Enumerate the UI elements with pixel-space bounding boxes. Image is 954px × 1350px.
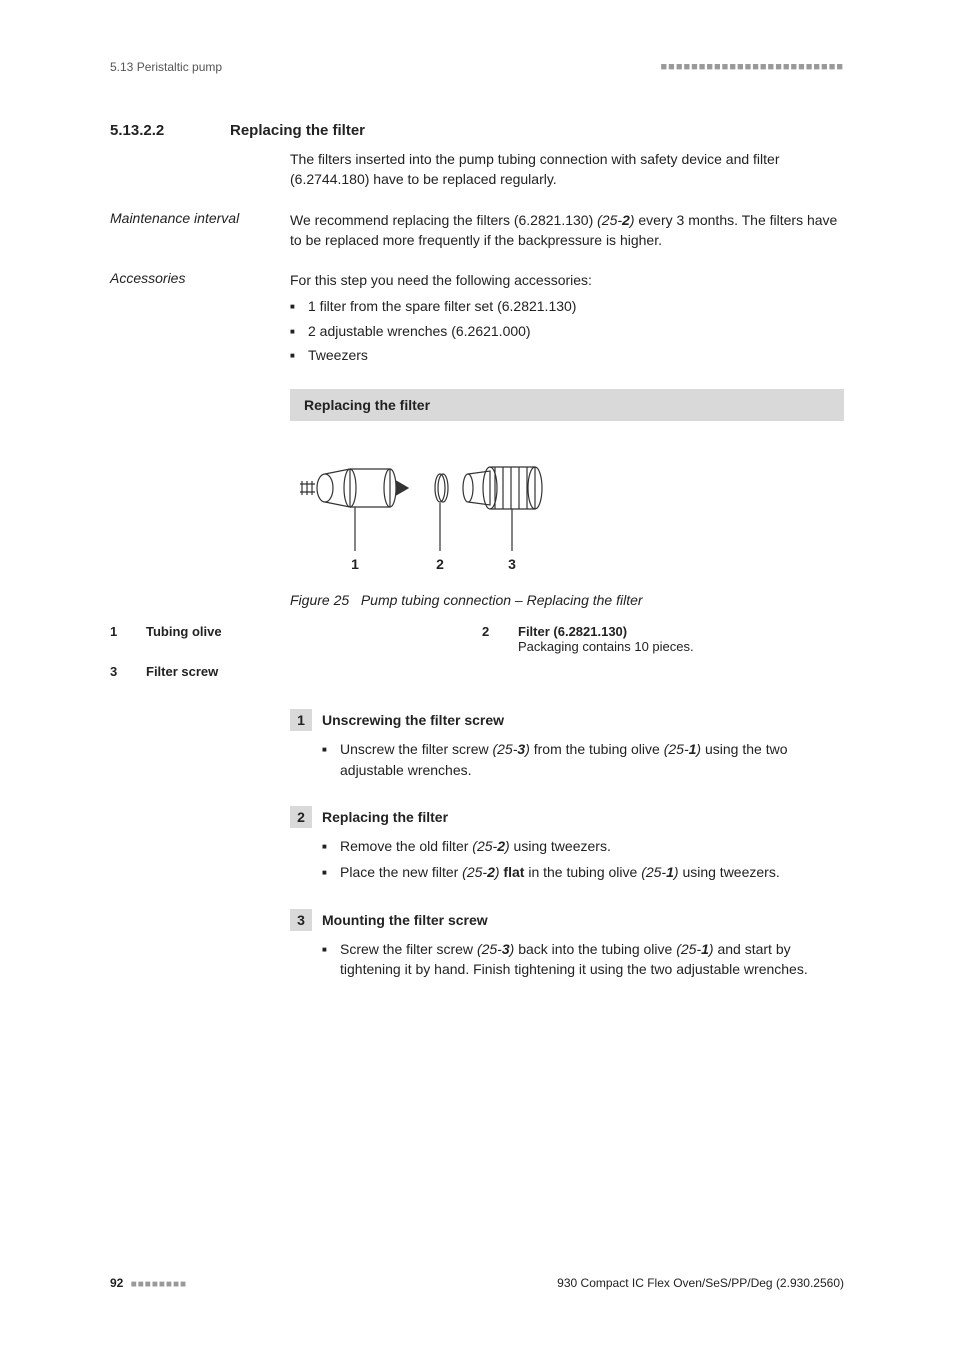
accessories-row: Accessories For this step you need the f…: [110, 270, 844, 369]
step-head: 2 Replacing the filter: [290, 806, 844, 828]
list-item: Place the new filter (25-2) flat in the …: [322, 862, 844, 882]
steps-container: 1 Unscrewing the filter screw Unscrew th…: [290, 709, 844, 979]
legend-subtitle: Packaging contains 10 pieces.: [518, 639, 844, 654]
footer-page-number: 92 ■■■■■■■■: [110, 1276, 187, 1290]
step-badge: 2: [290, 806, 312, 828]
step-1: 1 Unscrewing the filter screw Unscrew th…: [290, 709, 844, 780]
figure-diagram: 1 2 3: [290, 431, 844, 586]
section-number: 5.13.2.2: [110, 122, 230, 139]
intro-paragraph: The filters inserted into the pump tubin…: [290, 149, 844, 190]
legend-title: Filter (6.2821.130): [518, 624, 627, 639]
figure-caption-body: Pump tubing connection – Replacing the f…: [361, 592, 643, 608]
accessories-label: Accessories: [110, 270, 290, 369]
pump-filter-diagram-icon: 1 2 3: [290, 431, 570, 581]
step-3: 3 Mounting the filter screw Screw the fi…: [290, 909, 844, 980]
legend-item: Filter screw: [146, 664, 472, 679]
step-title: Mounting the filter screw: [322, 912, 488, 928]
list-item: Screw the filter screw (25-3) back into …: [322, 939, 844, 980]
section-heading: 5.13.2.2 Replacing the filter: [110, 122, 844, 139]
step-head: 3 Mounting the filter screw: [290, 909, 844, 931]
page-footer: 92 ■■■■■■■■ 930 Compact IC Flex Oven/SeS…: [110, 1276, 844, 1290]
list-item: Tweezers: [290, 345, 844, 365]
legend-num: 2: [482, 624, 508, 654]
step-head: 1 Unscrewing the filter screw: [290, 709, 844, 731]
step-body: Unscrew the filter screw (25-3) from the…: [322, 739, 844, 780]
footer-dots-icon: ■■■■■■■■: [131, 1279, 187, 1290]
svg-text:1: 1: [351, 556, 359, 572]
list-item: Unscrew the filter screw (25-3) from the…: [322, 739, 844, 780]
footer-right: 930 Compact IC Flex Oven/SeS/PP/Deg (2.9…: [557, 1276, 844, 1290]
page-number: 92: [110, 1276, 123, 1290]
svg-text:3: 3: [508, 556, 516, 572]
section-title: Replacing the filter: [230, 122, 365, 139]
step-title: Unscrewing the filter screw: [322, 712, 504, 728]
maintenance-body: We recommend replacing the filters (6.28…: [290, 210, 844, 251]
maint-pre: We recommend replacing the filters (6.28…: [290, 212, 597, 228]
legend-num: 1: [110, 624, 136, 654]
list-item: Remove the old filter (25-2) using tweez…: [322, 836, 844, 856]
maint-refb: 2: [622, 212, 630, 228]
step-badge: 1: [290, 709, 312, 731]
step-badge: 3: [290, 909, 312, 931]
legend-item: Filter (6.2821.130) Packaging contains 1…: [518, 624, 844, 654]
accessories-intro: For this step you need the following acc…: [290, 270, 844, 290]
page-header: 5.13 Peristaltic pump ■■■■■■■■■■■■■■■■■■…: [110, 60, 844, 74]
figure-caption-num: Figure 25: [290, 592, 349, 608]
accessories-list: 1 filter from the spare filter set (6.28…: [290, 296, 844, 365]
header-dots-icon: ■■■■■■■■■■■■■■■■■■■■■■■■: [661, 61, 844, 73]
accessories-body: For this step you need the following acc…: [290, 270, 844, 369]
legend-item: Tubing olive: [146, 624, 472, 654]
figure-caption: Figure 25 Pump tubing connection – Repla…: [290, 592, 844, 608]
step-2: 2 Replacing the filter Remove the old fi…: [290, 806, 844, 883]
gray-heading-bar: Replacing the filter: [290, 389, 844, 421]
maint-ref: (25-: [597, 212, 622, 228]
list-item: 1 filter from the spare filter set (6.28…: [290, 296, 844, 316]
svg-text:2: 2: [436, 556, 444, 572]
step-body: Remove the old filter (25-2) using tweez…: [322, 836, 844, 883]
maintenance-row: Maintenance interval We recommend replac…: [110, 210, 844, 251]
maintenance-label: Maintenance interval: [110, 210, 290, 251]
step-body: Screw the filter screw (25-3) back into …: [322, 939, 844, 980]
legend-num: 3: [110, 664, 136, 679]
header-left: 5.13 Peristaltic pump: [110, 60, 222, 74]
figure-legend: 1 Tubing olive 2 Filter (6.2821.130) Pac…: [110, 624, 844, 679]
step-title: Replacing the filter: [322, 809, 448, 825]
list-item: 2 adjustable wrenches (6.2621.000): [290, 321, 844, 341]
